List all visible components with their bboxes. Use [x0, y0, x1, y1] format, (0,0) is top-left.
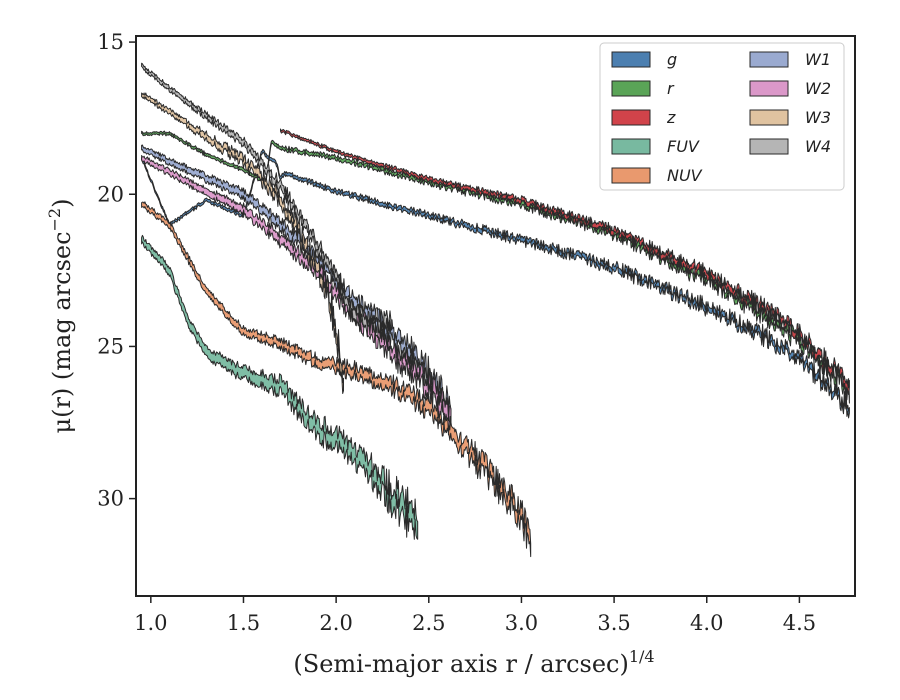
- x-tick-label: 4.5: [783, 611, 816, 635]
- x-tick-label: 4.0: [690, 611, 723, 635]
- band-area-w3: [141, 92, 344, 394]
- legend-swatch-w2: [749, 80, 789, 97]
- plot-frame: [135, 35, 856, 597]
- legend-label-w4: W4: [805, 137, 831, 156]
- legend-swatch-w1: [749, 51, 789, 68]
- legend-swatch-nuv: [611, 167, 651, 184]
- band-area-g: [141, 148, 850, 419]
- x-axis-label-exponent: 1/4: [629, 647, 655, 666]
- band-area-r: [141, 130, 850, 404]
- band-area-z: [280, 128, 850, 396]
- legend-label-w1: W1: [805, 50, 831, 69]
- legend-label-z: z: [666, 108, 676, 127]
- band-areas: [141, 62, 850, 558]
- legend-label-w2: W2: [805, 79, 831, 98]
- y-tick-label: 20: [97, 182, 124, 206]
- axis-ticks: 1.0 1.5 2.0 2.5 3.0 3.5 4.0 4.5 15 20 25 30: [97, 30, 816, 635]
- legend-swatch-fuv: [611, 138, 651, 155]
- x-tick-label: 3.0: [505, 611, 538, 635]
- legend-swatch-w4: [749, 138, 789, 155]
- y-tick-label: 15: [97, 30, 124, 54]
- band-area-w4: [141, 62, 393, 343]
- band-area-nuv: [141, 201, 532, 558]
- band-area-w2: [141, 155, 452, 436]
- y-tick-label: 30: [97, 487, 124, 511]
- legend-swatch-w3: [749, 109, 789, 126]
- legend-swatch-z: [611, 109, 651, 126]
- y-axis-label: μ(r) (mag arcsec−2): [45, 199, 76, 434]
- legend-label-r: r: [667, 79, 675, 98]
- band-area-fuv: [141, 234, 419, 540]
- legend-label-w3: W3: [805, 108, 831, 127]
- legend-label-nuv: NUV: [667, 166, 703, 185]
- x-tick-label: 2.0: [319, 611, 352, 635]
- x-tick-label: 3.5: [597, 611, 630, 635]
- band-area-w1: [141, 144, 452, 425]
- x-tick-label: 1.5: [227, 611, 260, 635]
- legend-swatch-r: [611, 80, 651, 97]
- x-tick-label: 2.5: [412, 611, 445, 635]
- legend-swatch-g: [611, 51, 651, 68]
- y-tick-label: 25: [97, 334, 124, 358]
- legend-label-g: g: [667, 50, 677, 69]
- x-tick-label: 1.0: [134, 611, 167, 635]
- legend-label-fuv: FUV: [667, 137, 700, 156]
- x-axis-label: (Semi-major axis r / arcsec)1/4: [293, 647, 654, 678]
- y-axis-label-exponent: −2: [45, 208, 64, 232]
- legend: grz FUV NUV W1 W2 W3 W4: [599, 42, 845, 191]
